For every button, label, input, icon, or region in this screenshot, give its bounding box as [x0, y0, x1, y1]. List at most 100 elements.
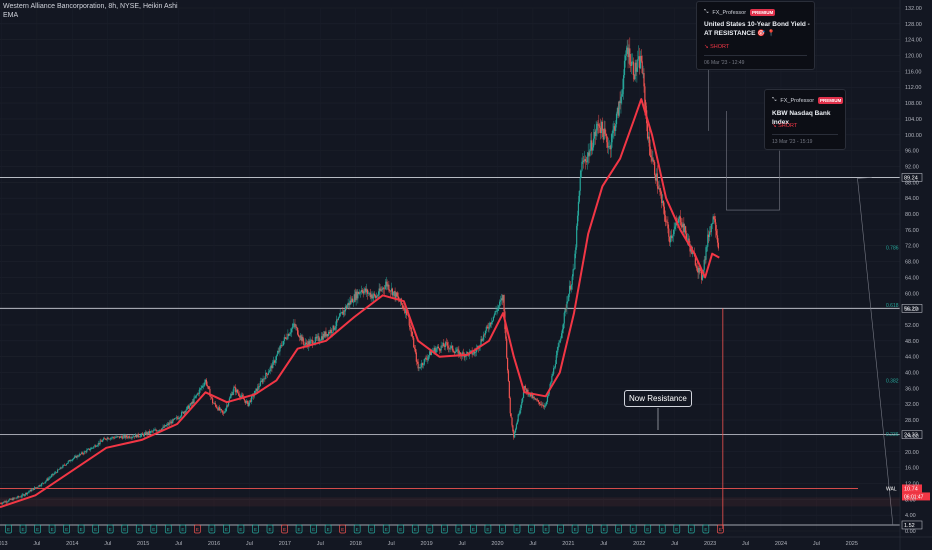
ema-line — [0, 98, 720, 509]
candle-body — [219, 407, 221, 411]
idea-author[interactable]: FX_Professor — [712, 9, 747, 16]
earnings-letter: E — [138, 527, 141, 532]
earnings-letter: E — [36, 527, 39, 532]
earnings-letter: E — [414, 527, 417, 532]
candle-body — [443, 343, 445, 347]
x-tick-label: Jul — [459, 541, 466, 547]
candle-body — [311, 340, 313, 341]
candle-body — [390, 288, 393, 292]
idea-card-1[interactable]: ⤡ FX_Professor PREMIUM United States 10-Ye… — [696, 1, 815, 70]
candle-body — [626, 47, 628, 54]
y-tick-label: 100.00 — [905, 133, 922, 139]
candle-body — [17, 496, 19, 498]
earnings-marker — [499, 524, 506, 534]
earnings-marker — [615, 524, 623, 534]
idea-card-2[interactable]: ⤡ FX_Professor PREMIUM KBW Nasdaq Bank Ind… — [764, 89, 846, 150]
candle-body — [74, 456, 76, 457]
candle-body — [134, 434, 137, 438]
candle-body — [33, 488, 35, 490]
candle-body — [297, 334, 300, 337]
candle-body — [643, 73, 645, 87]
horizontal-levels: 89.24 56.20 24.33 10.74 1.52 06:01:47 — [0, 173, 930, 530]
candle-body — [419, 367, 421, 368]
x-tick-label: Jul — [388, 541, 395, 547]
candle-body — [54, 472, 56, 474]
candle-body — [604, 128, 606, 134]
x-axis[interactable]: 2013 Jul 2014 Jul 2015 Jul 2016 Jul 2017 Jul 2018 J… — [0, 536, 932, 547]
candle-body — [423, 359, 425, 365]
candle-body — [576, 225, 578, 248]
candle-body — [341, 311, 343, 314]
earnings-marker — [121, 524, 129, 534]
candle-body — [237, 392, 239, 394]
y-tick-label: 104.00 — [905, 117, 922, 123]
candle-body — [485, 326, 487, 331]
candle-body — [501, 298, 503, 301]
candle-body — [481, 339, 483, 341]
candle-body — [605, 133, 607, 136]
candle-body — [424, 358, 426, 360]
candle-body — [203, 385, 205, 386]
candle-body — [189, 403, 192, 406]
candle-body — [324, 331, 326, 337]
idea-title[interactable]: KBW Nasdaq Bank Index — [772, 110, 831, 126]
fib-label: 0.618 — [886, 303, 899, 309]
candle-body — [442, 343, 444, 347]
candle-body — [433, 347, 435, 351]
candle-body — [610, 142, 612, 150]
candle-body — [367, 293, 370, 294]
candle-body — [619, 101, 621, 104]
candle-body — [126, 437, 129, 438]
candles-layer — [0, 37, 720, 505]
candle-body — [653, 159, 655, 163]
candle-body — [320, 340, 322, 341]
candle-body — [487, 326, 489, 329]
y-tick-label: 108.00 — [905, 101, 922, 107]
candle-body — [77, 455, 79, 457]
level-label: 10.74 — [904, 486, 918, 492]
candle-body — [213, 403, 215, 404]
x-tick-label: Jul — [175, 541, 182, 547]
earnings-marker — [48, 524, 56, 534]
candle-body — [221, 410, 223, 413]
idea-title[interactable]: United States 10-Year Bond Yield - AT RE… — [704, 21, 810, 37]
candle-body — [85, 451, 87, 453]
candle-body — [226, 405, 228, 409]
level-label-box — [901, 173, 923, 182]
candle-body — [48, 478, 50, 480]
indicator-label[interactable]: EMA — [3, 12, 19, 19]
level-label-box — [901, 520, 923, 530]
idea-author[interactable]: FX_Professor — [780, 97, 815, 104]
candle-body — [672, 234, 674, 236]
candle-body — [560, 338, 562, 341]
x-tick-label: Jul — [813, 541, 820, 547]
candle-body — [2, 501, 5, 503]
earnings-marker — [687, 524, 695, 534]
earnings-letter: E — [225, 527, 228, 532]
earnings-marker — [426, 524, 434, 534]
candle-body — [513, 431, 515, 438]
candle-body — [415, 352, 417, 362]
candle-body — [235, 387, 237, 393]
candle-body — [652, 159, 654, 161]
candle-body — [568, 285, 571, 295]
candle-body — [298, 336, 301, 338]
candle-body — [319, 340, 321, 342]
candle-body — [644, 86, 646, 106]
now-resistance-callout[interactable]: Now Resistance — [624, 390, 692, 407]
candle-body — [97, 442, 99, 446]
y-tick-label: 36.00 — [905, 386, 919, 392]
candle-body — [475, 351, 477, 353]
candle-body — [524, 385, 526, 389]
earnings-letter: E — [51, 527, 54, 532]
candle-body — [387, 284, 389, 287]
candle-body — [291, 326, 293, 329]
earnings-marker — [310, 524, 317, 534]
candle-body — [526, 389, 528, 392]
earnings-marker — [586, 524, 593, 534]
candle-body — [455, 351, 457, 352]
earnings-letter: E — [661, 527, 664, 532]
candle-body — [458, 349, 460, 356]
y-axis[interactable]: 132.00 128.00 124.00 120.00 116.00 112.00 108.… — [899, 0, 922, 550]
